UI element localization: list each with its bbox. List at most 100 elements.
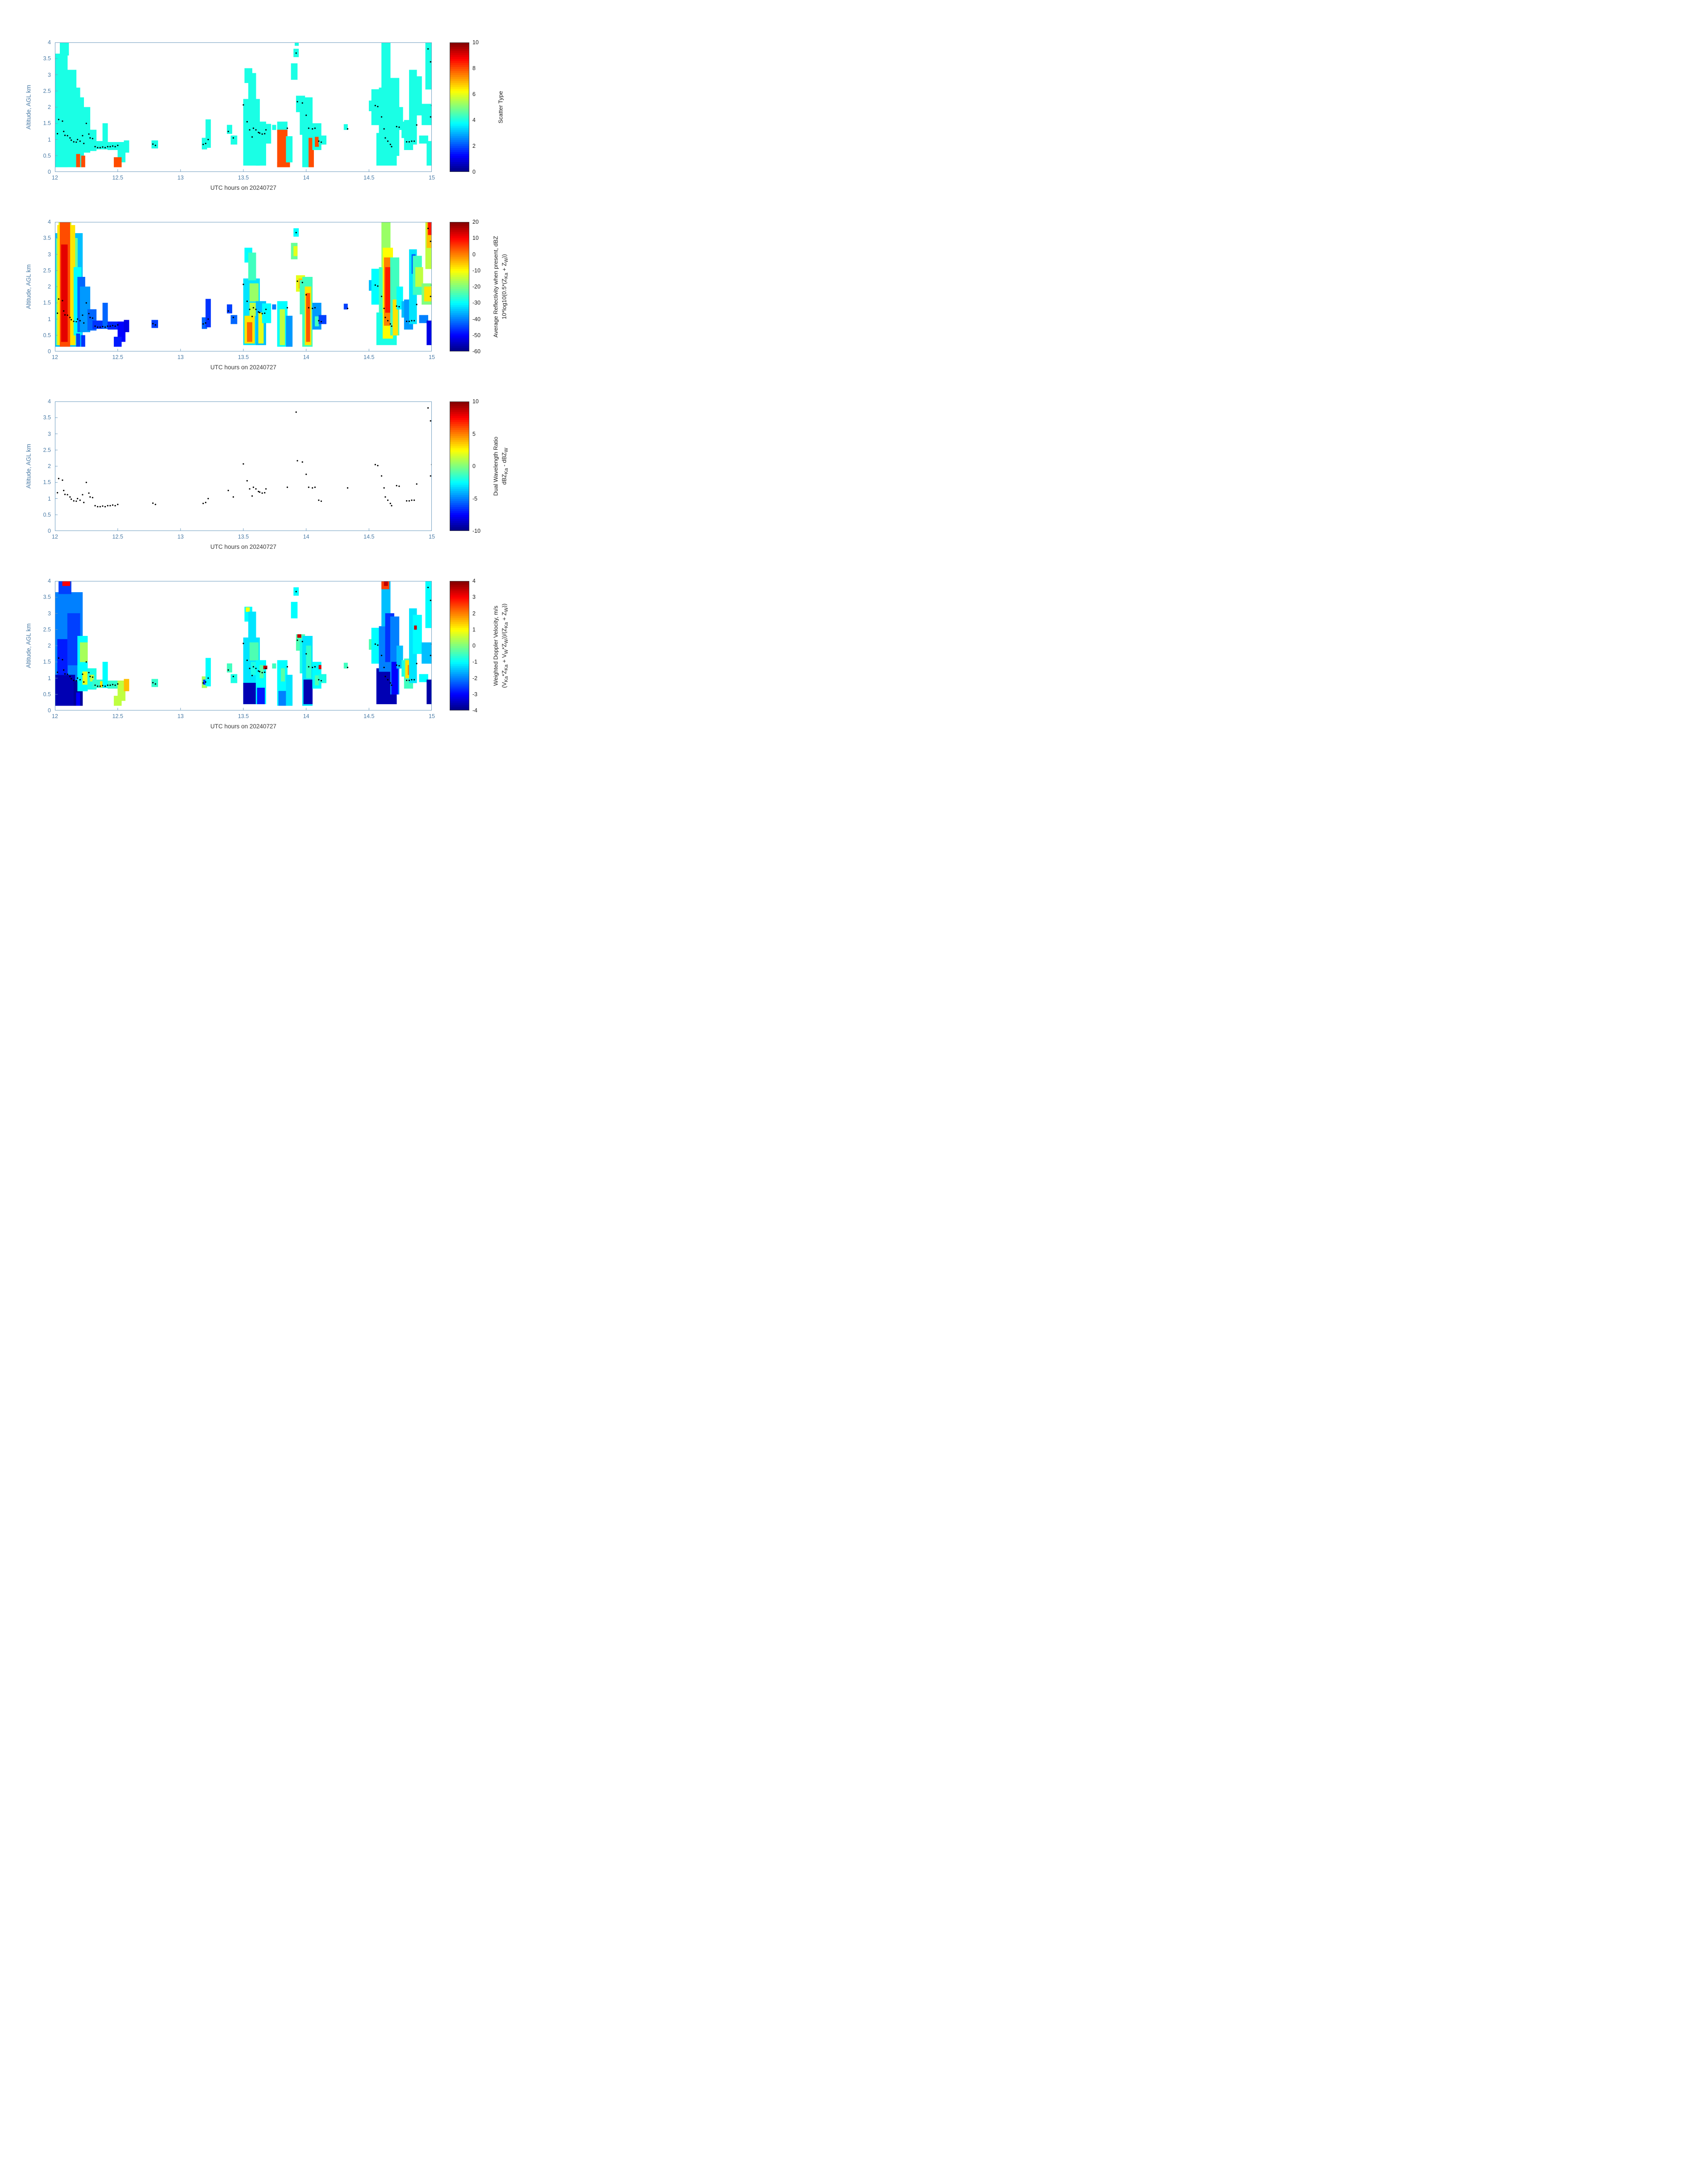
x-axis-label: UTC hours on 20240727 xyxy=(210,723,276,730)
y-tick-label: 0.5 xyxy=(43,332,51,338)
colorbar-tick-label: 0 xyxy=(472,169,476,175)
x-tick-label: 15 xyxy=(429,713,435,719)
colorbar-tick-label: -20 xyxy=(472,284,481,290)
colorbar-label-reflectivity: Average Reflectivity when present, dBZ 10… xyxy=(492,236,510,337)
y-tick-label: 1.5 xyxy=(43,120,51,127)
scatter-plot-dual-wavelength-ratio xyxy=(55,401,432,531)
y-tick-label: 0 xyxy=(48,169,51,175)
x-axis-ticks: 12 12.5 13 13.5 14 14.5 15 xyxy=(52,713,435,720)
x-tick-label: 12 xyxy=(52,534,58,540)
x-tick-label: 15 xyxy=(429,354,435,360)
colorbar-label-dual-wavelength-ratio: Dual Wavelength Ratio dBZKa - dBZW xyxy=(492,437,510,496)
x-tick-label: 12 xyxy=(52,354,58,360)
colorbar-tick-label: 10 xyxy=(472,39,479,46)
y-tick-label: 1 xyxy=(48,675,51,681)
x-axis-ticks: 12 12.5 13 13.5 14 14.5 15 xyxy=(52,534,435,541)
x-tick-label: 13 xyxy=(177,175,184,181)
y-tick-label: 3.5 xyxy=(43,235,51,242)
colorbar-tick-label: 4 xyxy=(472,117,476,123)
colorbar-ticks: -10 -5 0 5 10 xyxy=(472,398,497,534)
colorbar-tick-label: -2 xyxy=(472,675,478,681)
y-tick-label: 1.5 xyxy=(43,479,51,486)
x-tick-label: 14.5 xyxy=(363,175,375,181)
panel-doppler-velocity: Altitude, AGL km 0 0.5 1 1.5 2 2.5 3 3.5 4 12 12.… xyxy=(0,578,569,742)
colorbar-tick-label: -4 xyxy=(472,707,478,714)
colorbar-label-line: Average Reflectivity when present, dBZ xyxy=(492,236,499,338)
panel-scatter-type: Altitude, AGL km 0 0.5 1 1.5 2 2.5 3 3.5 4 12 12.… xyxy=(0,39,569,203)
y-tick-label: 2.5 xyxy=(43,267,51,274)
x-tick-label: 13.5 xyxy=(238,713,249,719)
x-axis-ticks: 12 12.5 13 13.5 14 14.5 15 xyxy=(52,354,435,361)
x-tick-label: 13.5 xyxy=(238,175,249,181)
x-tick-label: 14.5 xyxy=(363,354,375,360)
y-axis-ticks: 0 0.5 1 1.5 2 2.5 3 3.5 4 xyxy=(0,39,51,175)
colorbar-tick-label: -10 xyxy=(472,267,481,274)
y-axis-ticks: 0 0.5 1 1.5 2 2.5 3 3.5 4 xyxy=(0,578,51,714)
colorbar-ticks: -60 -50 -40 -30 -20 -10 0 10 20 xyxy=(472,219,497,355)
colorbar-label-line: (VKa*ZKa + VW*ZW))/(ZKa + ZW)) xyxy=(501,603,509,688)
colorbar-tick-label: 10 xyxy=(472,235,479,242)
y-tick-label: 3 xyxy=(48,610,51,617)
colorbar-tick-label: 20 xyxy=(472,219,479,225)
y-axis-ticks: 0 0.5 1 1.5 2 2.5 3 3.5 4 xyxy=(0,398,51,534)
colorbar-tick-label: 1 xyxy=(472,626,476,633)
x-tick-label: 12.5 xyxy=(112,713,123,719)
x-tick-label: 15 xyxy=(429,175,435,181)
colorbar-tick-label: -40 xyxy=(472,316,481,322)
x-tick-label: 14.5 xyxy=(363,713,375,719)
colorbar-tick-label: 10 xyxy=(472,398,479,405)
y-tick-label: 3 xyxy=(48,430,51,437)
panel-reflectivity: Altitude, AGL km 0 0.5 1 1.5 2 2.5 3 3.5 4 12 12.… xyxy=(0,219,569,383)
colorbar-tick-label: 4 xyxy=(472,578,476,584)
y-tick-label: 2.5 xyxy=(43,626,51,633)
x-tick-label: 12 xyxy=(52,175,58,181)
colorbar-tick-label: 5 xyxy=(472,430,476,437)
x-tick-label: 12.5 xyxy=(112,354,123,360)
colorbar-tick-label: 2 xyxy=(472,610,476,617)
y-tick-label: 2 xyxy=(48,284,51,290)
y-tick-label: 2.5 xyxy=(43,447,51,453)
y-tick-label: 0.5 xyxy=(43,691,51,698)
colorbar-label-doppler-velocity: Weighted Doppler Velocity, m/s (VKa*ZKa +… xyxy=(492,604,510,688)
colorbar-tick-label: -30 xyxy=(472,300,481,306)
y-tick-label: 3.5 xyxy=(43,594,51,601)
colorbar-tick-label: 8 xyxy=(472,65,476,71)
colorbar-tick-label: -50 xyxy=(472,332,481,338)
panel-dual-wavelength-ratio: Altitude, AGL km 0 0.5 1 1.5 2 2.5 3 3.5 4 12 12.… xyxy=(0,398,569,562)
y-tick-label: 0.5 xyxy=(43,152,51,159)
colorbar-tick-label: -3 xyxy=(472,691,478,698)
y-tick-label: 1 xyxy=(48,316,51,322)
x-axis-label: UTC hours on 20240727 xyxy=(210,543,276,550)
heatmap-plot-reflectivity xyxy=(55,222,432,351)
y-tick-label: 3.5 xyxy=(43,55,51,62)
y-tick-label: 1 xyxy=(48,136,51,143)
y-tick-label: 0 xyxy=(48,348,51,355)
colorbar-label-line: Scatter Type xyxy=(497,91,504,124)
colorbar-reflectivity xyxy=(450,222,469,351)
y-tick-label: 3 xyxy=(48,251,51,258)
y-tick-label: 2 xyxy=(48,463,51,469)
colorbar-tick-label: -60 xyxy=(472,348,481,355)
colorbar-label-line: Dual Wavelength Ratio xyxy=(492,436,499,496)
colorbar-label-line: Weighted Doppler Velocity, m/s xyxy=(492,606,499,686)
y-tick-label: 2 xyxy=(48,643,51,649)
heatmap-plot-doppler-velocity xyxy=(55,581,432,710)
colorbar-tick-label: 0 xyxy=(472,643,476,649)
x-tick-label: 12.5 xyxy=(112,534,123,540)
y-tick-label: 4 xyxy=(48,219,51,225)
colorbar-tick-label: -10 xyxy=(472,528,481,534)
x-tick-label: 14 xyxy=(303,175,309,181)
colorbar-tick-label: 2 xyxy=(472,143,476,149)
x-tick-label: 12.5 xyxy=(112,175,123,181)
x-tick-label: 13 xyxy=(177,713,184,719)
y-tick-label: 1.5 xyxy=(43,300,51,306)
x-tick-label: 13 xyxy=(177,534,184,540)
y-tick-label: 2.5 xyxy=(43,88,51,94)
x-tick-label: 15 xyxy=(429,534,435,540)
y-tick-label: 0.5 xyxy=(43,511,51,518)
colorbar-tick-label: 0 xyxy=(472,251,476,258)
x-tick-label: 13 xyxy=(177,354,184,360)
colorbar-tick-label: -5 xyxy=(472,495,478,502)
colorbar-tick-label: 3 xyxy=(472,594,476,601)
y-tick-label: 4 xyxy=(48,398,51,405)
